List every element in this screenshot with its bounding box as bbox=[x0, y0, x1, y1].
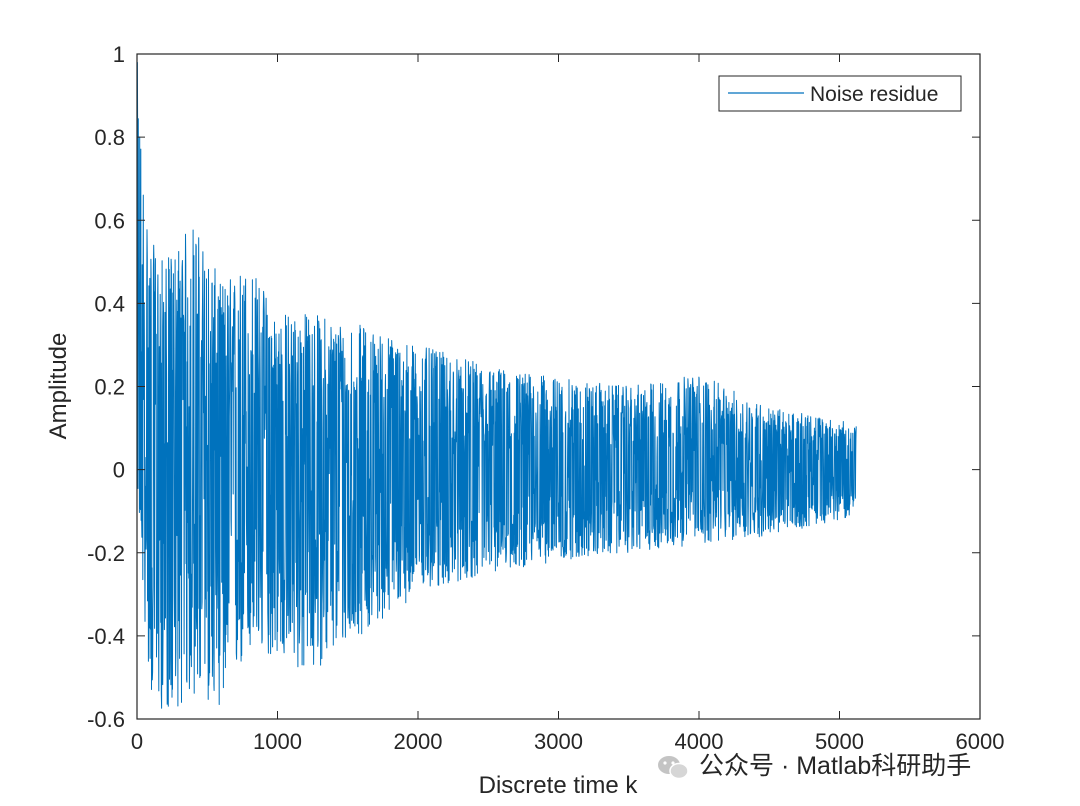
watermark: 公众号 · Matlab科研助手 bbox=[658, 752, 971, 780]
y-tick-label: 0.6 bbox=[94, 208, 125, 233]
wechat-icon bbox=[658, 756, 689, 780]
y-tick-label: -0.6 bbox=[87, 707, 125, 732]
x-tick-label: 2000 bbox=[394, 729, 443, 754]
x-tick-label: 3000 bbox=[534, 729, 583, 754]
x-tick-label: 4000 bbox=[675, 729, 724, 754]
y-tick-label: 0.8 bbox=[94, 125, 125, 150]
series-line-noise-residue bbox=[136, 62, 857, 709]
legend-label: Noise residue bbox=[810, 83, 938, 106]
y-tick-label: 1 bbox=[113, 42, 125, 67]
series-layer bbox=[136, 62, 857, 709]
y-tick-label: 0 bbox=[113, 458, 125, 483]
y-tick-label: 0.2 bbox=[94, 375, 125, 400]
x-tick-label: 0 bbox=[131, 729, 143, 754]
y-tick-label: -0.2 bbox=[87, 541, 125, 566]
watermark-text: 公众号 · Matlab科研助手 bbox=[699, 752, 971, 780]
legend: Noise residue bbox=[718, 75, 962, 112]
x-tick-label: 1000 bbox=[253, 729, 302, 754]
x-axis-label: Discrete time k bbox=[479, 772, 639, 799]
ticks-layer: 0 1000 2000 3000 4000 5000 6000 -0.6 -0.4 -0.2 0 0.… bbox=[87, 42, 1004, 754]
y-tick-label: 0.4 bbox=[94, 291, 125, 316]
y-tick-label: -0.4 bbox=[87, 624, 125, 649]
x-tick-label: 6000 bbox=[956, 729, 1005, 754]
x-tick-label: 5000 bbox=[815, 729, 864, 754]
y-axis-label: Amplitude bbox=[45, 333, 72, 440]
